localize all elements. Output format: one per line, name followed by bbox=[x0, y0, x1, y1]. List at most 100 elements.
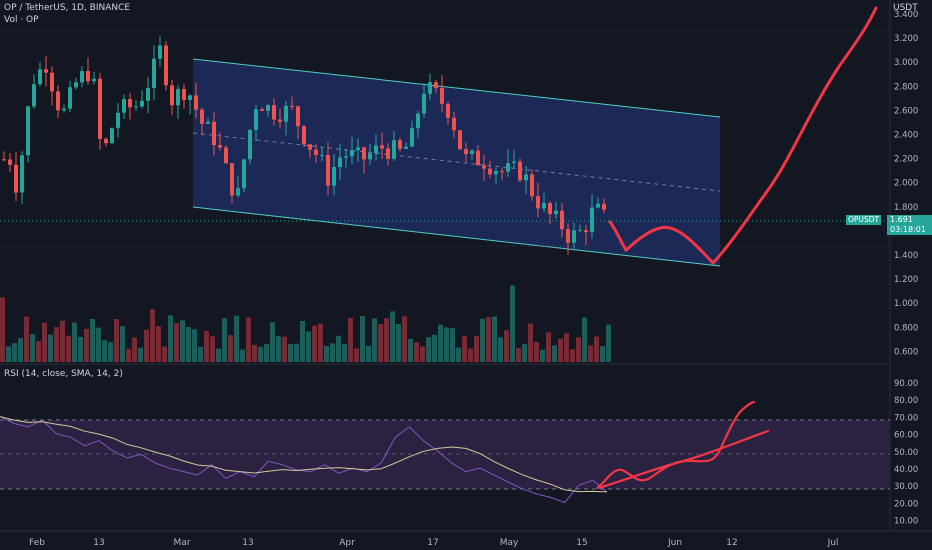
price-tick-label: 3.400 bbox=[894, 10, 918, 20]
candle-body bbox=[602, 203, 606, 210]
candle-body bbox=[512, 161, 516, 163]
price-axis[interactable]: 3.400 3.200 3.000 2.800 2.600 2.400 2.200 2.000… bbox=[894, 10, 918, 357]
candle-body bbox=[404, 146, 408, 149]
candle-body bbox=[164, 45, 168, 86]
volume-bar bbox=[426, 337, 431, 362]
candle-body bbox=[86, 71, 90, 82]
candle-body bbox=[134, 106, 138, 108]
volume-bar bbox=[84, 328, 89, 362]
volume-bar bbox=[204, 330, 209, 362]
volume-bar bbox=[366, 345, 371, 362]
price-tick-label: 1.800 bbox=[894, 203, 918, 213]
candle-body bbox=[110, 128, 114, 144]
volume-bar bbox=[342, 343, 347, 362]
channel-lower-line[interactable] bbox=[192, 206, 721, 267]
candle-body bbox=[98, 78, 102, 139]
volume-bar bbox=[402, 316, 407, 362]
price-tick-label: 1.200 bbox=[894, 275, 918, 285]
volume-bar bbox=[414, 342, 419, 362]
volume-bar bbox=[312, 325, 317, 362]
rsi-tick-label: 80.00 bbox=[894, 396, 918, 406]
candle-body bbox=[530, 174, 534, 197]
volume-bar bbox=[450, 328, 455, 362]
volume-bar bbox=[174, 323, 179, 362]
volume-bar bbox=[390, 311, 395, 362]
candle-body bbox=[524, 174, 528, 181]
rsi-tick-label: 30.00 bbox=[894, 482, 918, 492]
candle-body bbox=[278, 119, 282, 122]
volume-bar bbox=[510, 285, 515, 362]
candle-body bbox=[32, 84, 36, 107]
price-projection-drawing[interactable] bbox=[608, 6, 878, 266]
volume-bar bbox=[216, 348, 221, 362]
price-tick-label: 3.000 bbox=[894, 58, 918, 68]
volume-bar bbox=[408, 338, 413, 362]
volume-bar bbox=[234, 315, 239, 362]
candle-body bbox=[2, 159, 6, 161]
rsi-tick-label: 50.00 bbox=[894, 448, 918, 458]
candle-body bbox=[578, 230, 582, 232]
volume-bar bbox=[306, 331, 311, 362]
rsi-tick-label: 90.00 bbox=[894, 379, 918, 389]
candle-body bbox=[266, 105, 270, 111]
volume-bar bbox=[102, 340, 107, 362]
candle-body bbox=[128, 99, 132, 108]
candle-body bbox=[362, 147, 366, 160]
volume-bar bbox=[348, 317, 353, 362]
volume-bar bbox=[264, 344, 269, 362]
volume-bar bbox=[294, 343, 299, 362]
candle-body bbox=[596, 203, 600, 208]
candle-body bbox=[170, 85, 174, 106]
candle-body bbox=[62, 108, 66, 111]
volume-bar bbox=[300, 320, 305, 362]
candle-body bbox=[494, 171, 498, 175]
rsi-ma-line bbox=[0, 416, 608, 493]
volume-bar bbox=[54, 327, 59, 362]
candle-body bbox=[254, 109, 258, 130]
volume-bar bbox=[288, 343, 293, 362]
price-tick-label: 2.200 bbox=[894, 155, 918, 165]
rsi-tick-label: 40.00 bbox=[894, 465, 918, 475]
volume-bar bbox=[60, 320, 65, 362]
candle-body bbox=[452, 117, 456, 131]
channel-upper-line[interactable] bbox=[192, 58, 721, 118]
candle-body bbox=[26, 106, 30, 156]
candle-body bbox=[332, 167, 336, 186]
volume-bar bbox=[318, 323, 323, 362]
volume-bar bbox=[240, 349, 245, 362]
candle-body bbox=[464, 149, 468, 155]
candle-body bbox=[338, 157, 342, 168]
volume-bar bbox=[36, 341, 41, 362]
volume-bar bbox=[162, 346, 167, 362]
volume-bar bbox=[108, 342, 113, 362]
time-axis[interactable]: Feb 13 Mar 13 Apr 17 May 15 Jun 12 Jul bbox=[29, 538, 838, 548]
rsi-projection-b[interactable] bbox=[596, 429, 770, 490]
candle-body bbox=[458, 130, 462, 150]
volume-bar bbox=[18, 338, 23, 362]
price-tick-label: 2.800 bbox=[894, 82, 918, 92]
candle-body bbox=[302, 126, 306, 145]
volume-bar bbox=[132, 337, 137, 362]
volume-bar bbox=[12, 343, 17, 362]
volume-bar bbox=[246, 317, 251, 362]
price-tick-label: 0.800 bbox=[894, 323, 918, 333]
volume-bar bbox=[468, 348, 473, 362]
time-tick-label: May bbox=[500, 538, 519, 548]
channel-midline bbox=[192, 132, 721, 192]
candle-body bbox=[272, 105, 276, 120]
volume-bar bbox=[600, 346, 605, 362]
rsi-tick-label: 60.00 bbox=[894, 431, 918, 441]
volume-bar bbox=[486, 317, 491, 362]
volume-bar bbox=[606, 324, 611, 362]
volume-bar bbox=[66, 335, 71, 362]
candle-body bbox=[374, 145, 378, 154]
volume-bar bbox=[114, 319, 119, 362]
candle-body bbox=[218, 145, 222, 148]
rsi-axis[interactable]: 90.00 80.00 70.00 60.00 50.00 40.00 30.00 20.00… bbox=[894, 379, 918, 527]
volume-bar bbox=[78, 336, 83, 362]
candle-body bbox=[206, 121, 210, 124]
time-tick-label: 17 bbox=[427, 538, 438, 548]
candle-body bbox=[326, 155, 330, 186]
candle-body bbox=[590, 207, 594, 232]
